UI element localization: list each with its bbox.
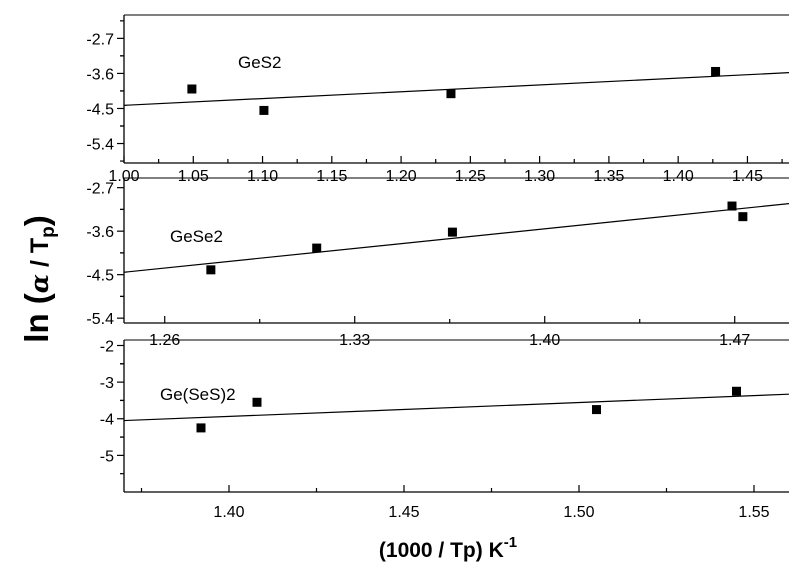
data-point bbox=[252, 397, 262, 407]
y-tick-label: -5.4 bbox=[86, 311, 114, 328]
x-tick-label: 1.10 bbox=[247, 168, 278, 185]
data-point bbox=[447, 227, 457, 237]
y-tick-label: -3 bbox=[100, 375, 114, 392]
data-point bbox=[732, 386, 741, 396]
data-point bbox=[727, 201, 737, 211]
y-axis-title: ln (α / Tp) bbox=[18, 215, 59, 342]
y-tick-label: -2.7 bbox=[86, 31, 114, 48]
series-label: Ge(SeS)2 bbox=[160, 385, 236, 404]
y-axis-title-sub: p bbox=[38, 226, 59, 238]
y-tick-label: -5.4 bbox=[86, 137, 114, 154]
fit-line bbox=[124, 203, 789, 273]
y-axis-title-slash: / T bbox=[26, 238, 54, 274]
chart-panels: -2.7 -3.6 -4.5 -5.4 1.00 1.05 1.10 1.15 1.20 1.25… bbox=[86, 14, 789, 521]
fit-line bbox=[124, 72, 789, 106]
x-tick-label: 1.30 bbox=[524, 168, 555, 185]
x-axis-title-main: (1000 / Tp) K bbox=[379, 539, 504, 562]
x-tick-label: 1.35 bbox=[593, 168, 624, 185]
x-tick-label: 1.15 bbox=[316, 168, 347, 185]
x-tick-label: 1.45 bbox=[732, 168, 763, 185]
y-axis-title-suffix: ) bbox=[18, 215, 55, 226]
panel-1: -2.7 -3.6 -4.5 -5.4 1.00 1.05 1.10 1.15 1.20 1.25… bbox=[86, 14, 789, 185]
y-tick-label: -5 bbox=[100, 448, 114, 465]
data-point bbox=[592, 405, 601, 415]
x-tick-label: 1.40 bbox=[663, 168, 694, 185]
x-axis-title: (1000 / Tp) K-1 bbox=[379, 534, 517, 562]
data-point bbox=[206, 265, 216, 275]
y-tick-label: -3.6 bbox=[86, 224, 114, 241]
data-point bbox=[711, 66, 721, 76]
data-point bbox=[446, 89, 456, 99]
y-tick-label: -4 bbox=[100, 412, 114, 429]
fit-line bbox=[124, 393, 789, 422]
x-tick-label: 1.05 bbox=[178, 168, 209, 185]
x-tick-label: 1.25 bbox=[455, 168, 486, 185]
x-tick-label: 1.50 bbox=[563, 504, 594, 521]
data-point bbox=[187, 84, 197, 94]
data-point bbox=[196, 423, 206, 433]
y-tick-label: -2.7 bbox=[86, 181, 114, 198]
y-tick-label: -4.5 bbox=[86, 101, 114, 118]
x-tick-label: 1.40 bbox=[213, 504, 244, 521]
y-axis-title-prefix: ln ( bbox=[18, 293, 55, 342]
panel-3: -2 -3 -4 -5 1.40 1.45 1.50 1.55 Ge(SeS)2 bbox=[100, 338, 789, 521]
y-tick-label: -4.5 bbox=[86, 268, 114, 285]
x-tick-label: 1.45 bbox=[388, 504, 419, 521]
series-label: GeS2 bbox=[238, 53, 281, 72]
data-point bbox=[312, 243, 322, 253]
y-axis-title-alpha: α bbox=[25, 274, 54, 293]
y-axis-title-group: ln (α / Tp) bbox=[18, 215, 59, 342]
x-tick-label: 1.20 bbox=[386, 168, 417, 185]
y-tick-label: -2 bbox=[100, 338, 114, 355]
y-tick-label: -3.6 bbox=[86, 66, 114, 83]
x-tick-label: 1.00 bbox=[108, 168, 139, 185]
series-label: GeSe2 bbox=[170, 227, 223, 246]
data-point bbox=[738, 212, 748, 222]
data-point bbox=[259, 105, 269, 115]
x-axis-title-sup: -1 bbox=[504, 534, 517, 551]
x-tick-label: 1.55 bbox=[738, 504, 769, 521]
